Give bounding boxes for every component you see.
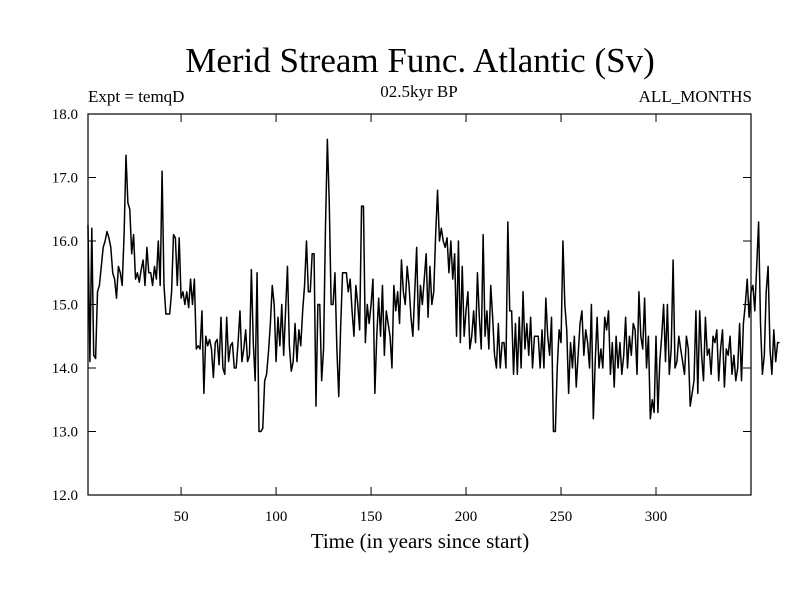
- y-axis: 12.0 13.0 14.0 15.0 16.0 17.0 18.0: [52, 107, 751, 504]
- y-tick-label: 15.0: [52, 298, 78, 314]
- y-tick-label: 18.0: [52, 107, 78, 123]
- y-tick-label: 17.0: [52, 171, 78, 187]
- y-tick-label: 14.0: [52, 361, 78, 377]
- period-label: 02.5kyr BP: [380, 82, 457, 101]
- x-tick-label: 300: [645, 509, 668, 525]
- experiment-label: Expt = temqD: [88, 87, 184, 106]
- chart-title: Merid Stream Func. Atlantic (Sv): [185, 41, 655, 80]
- months-label: ALL_MONTHS: [639, 87, 752, 106]
- y-tick-label: 16.0: [52, 234, 78, 250]
- x-tick-label: 250: [550, 509, 573, 525]
- x-tick-label: 200: [455, 509, 478, 525]
- x-axis: 50 100 150 200 250 300: [174, 114, 668, 525]
- x-tick-label: 100: [265, 509, 288, 525]
- x-tick-label: 150: [360, 509, 383, 525]
- y-tick-label: 13.0: [52, 425, 78, 441]
- series-line: [87, 138, 780, 433]
- x-axis-title: Time (in years since start): [311, 529, 530, 553]
- x-tick-label: 50: [174, 509, 189, 525]
- y-tick-label: 12.0: [52, 488, 78, 504]
